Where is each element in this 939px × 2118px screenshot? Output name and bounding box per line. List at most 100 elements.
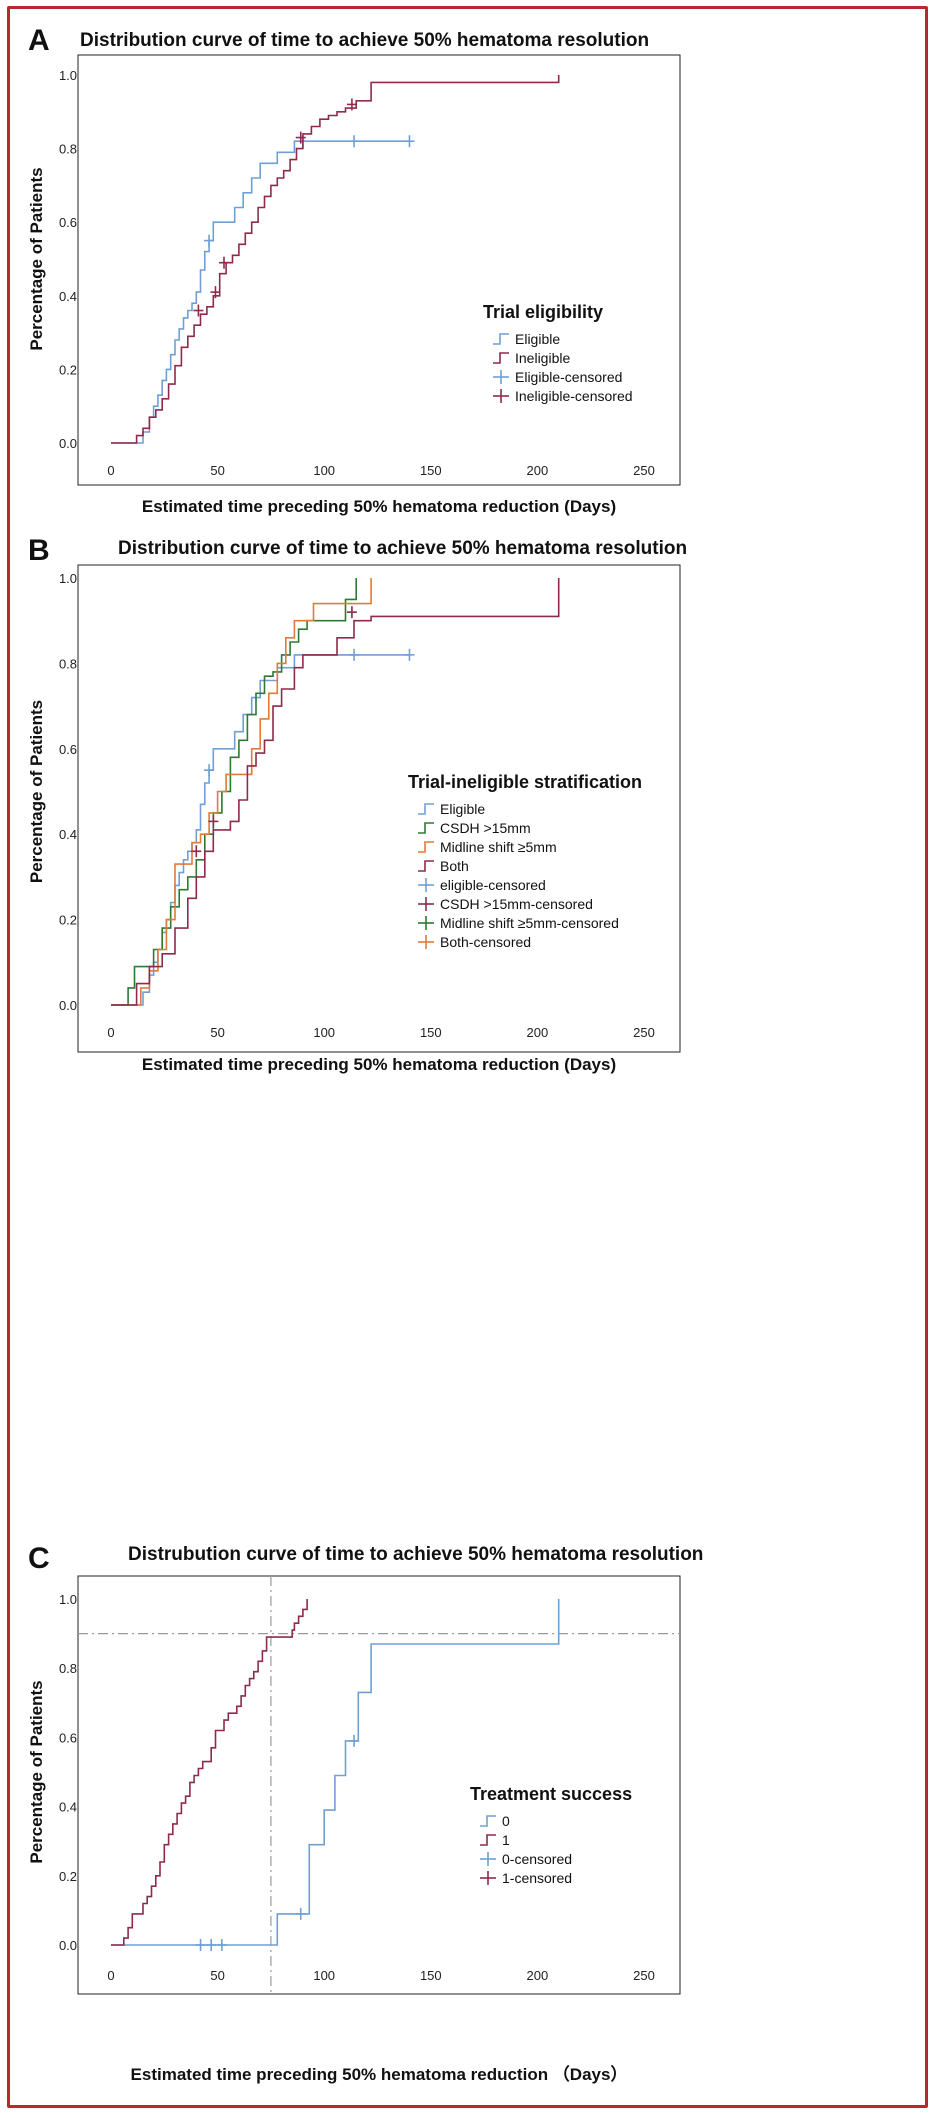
legend-item: Eligible-censored: [493, 369, 622, 385]
y-tick-label: 1.0: [59, 571, 77, 586]
x-tick-label: 0: [107, 1968, 114, 1983]
legend-step-swatch: [493, 352, 509, 364]
censored-mark: [208, 815, 219, 828]
legend-item: Midline shift ≥5mm: [418, 839, 557, 855]
y-tick-label: 0.0: [59, 1938, 77, 1953]
plot-frame: [77, 1575, 681, 1995]
legend-item: Ineligible-censored: [493, 388, 633, 404]
x-tick-label: 200: [527, 463, 549, 478]
panel-c: C Distrubution curve of time to achieve 5…: [27, 1542, 703, 2084]
y-axis-label: Percentage of Patients: [27, 1680, 46, 1863]
chart-title: Distrubution curve of time to achieve 50…: [128, 1544, 703, 1565]
series-line-1: [111, 578, 357, 1006]
legend-title: Trial-ineligible stratification: [408, 772, 642, 792]
x-tick-label: 150: [420, 1968, 442, 1983]
legend-step-swatch: [418, 860, 434, 872]
y-tick-label: 1.0: [59, 68, 77, 83]
censored-mark: [204, 234, 215, 247]
censored-mark: [204, 764, 215, 777]
x-tick-label: 150: [420, 463, 442, 478]
censored-mark: [295, 1907, 306, 1920]
legend-label: Ineligible-censored: [515, 388, 633, 404]
series-line-1: [111, 75, 560, 444]
legend-label: Eligible: [515, 331, 560, 347]
x-tick-label: 250: [633, 1968, 655, 1983]
y-tick-label: 0.6: [59, 742, 77, 757]
series-line-1: [111, 1599, 308, 1946]
censored-mark: [191, 845, 202, 858]
y-tick-label: 0.8: [59, 656, 77, 671]
legend-step-swatch: [480, 1834, 496, 1846]
chart-title: Distribution curve of time to achieve 50…: [118, 538, 687, 559]
y-tick-label: 0.6: [59, 215, 77, 230]
legend-label: 0: [502, 1813, 510, 1829]
x-axis-label: Estimated time preceding 50% hematoma re…: [142, 497, 616, 516]
censored-mark: [218, 256, 229, 269]
legend-label: Midline shift ≥5mm: [440, 839, 557, 855]
panel-letter: C: [28, 1542, 50, 1575]
legend-label: 1: [502, 1832, 510, 1848]
legend-item: Eligible: [418, 801, 485, 817]
legend-item: eligible-censored: [418, 877, 546, 893]
y-tick-label: 0.2: [59, 362, 77, 377]
x-tick-label: 100: [313, 1025, 335, 1040]
legend-step-swatch: [493, 333, 509, 345]
x-tick-label: 50: [210, 1025, 224, 1040]
plot-frame: [77, 54, 681, 486]
x-tick-label: 0: [107, 1025, 114, 1040]
y-tick-label: 0.2: [59, 913, 77, 928]
panel-letter: B: [28, 534, 50, 567]
legend-step-swatch: [480, 1815, 496, 1827]
legend-label: Ineligible: [515, 350, 570, 366]
y-tick-label: 0.8: [59, 1661, 77, 1676]
censored-mark: [346, 98, 357, 111]
legend-label: Both-censored: [440, 934, 531, 950]
series-line-2: [111, 578, 372, 1006]
censored-mark: [349, 135, 360, 148]
legend-label: eligible-censored: [440, 877, 546, 893]
censored-mark: [193, 304, 204, 317]
legend-item: 0: [480, 1813, 510, 1829]
y-axis-label: Percentage of Patients: [27, 700, 46, 883]
legend-item: CSDH >15mm: [418, 820, 531, 836]
y-tick-label: 0.6: [59, 1730, 77, 1745]
plot-frame: [77, 564, 681, 1053]
censored-mark: [295, 131, 306, 144]
legend-item: CSDH >15mm-censored: [418, 896, 593, 912]
y-axis-label: Percentage of Patients: [27, 167, 46, 350]
legend-item: 1: [480, 1832, 510, 1848]
figure-frame: [7, 6, 928, 2108]
chart-title: Distribution curve of time to achieve 50…: [80, 30, 649, 51]
series-line-0: [111, 654, 410, 1006]
panel-a: A Distribution curve of time to achieve 5…: [27, 24, 681, 516]
x-axis-label: Estimated time preceding 50% hematoma re…: [131, 2064, 628, 2084]
legend-title: Treatment success: [470, 1784, 632, 1804]
x-tick-label: 100: [313, 463, 335, 478]
x-tick-label: 100: [313, 1968, 335, 1983]
legend-item: Both: [418, 858, 469, 874]
legend-item: 1-censored: [480, 1870, 572, 1886]
censored-mark: [210, 286, 221, 299]
legend-label: Eligible: [440, 801, 485, 817]
legend-item: Ineligible: [493, 350, 570, 366]
series-line-0: [111, 1599, 560, 1946]
legend-item: Midline shift ≥5mm-censored: [418, 915, 619, 931]
censored-mark: [346, 606, 357, 619]
legend-label: CSDH >15mm-censored: [440, 896, 593, 912]
y-tick-label: 0.0: [59, 998, 77, 1013]
x-tick-label: 150: [420, 1025, 442, 1040]
y-tick-label: 0.4: [59, 1800, 77, 1815]
x-tick-label: 200: [527, 1025, 549, 1040]
legend-label: 0-censored: [502, 1851, 572, 1867]
censored-mark: [349, 1734, 360, 1747]
panel-letter: A: [28, 24, 50, 57]
x-tick-label: 250: [633, 1025, 655, 1040]
legend-title: Trial eligibility: [483, 302, 603, 322]
legend-step-swatch: [418, 803, 434, 815]
x-tick-label: 200: [527, 1968, 549, 1983]
legend-item: 0-censored: [480, 1851, 572, 1867]
censored-mark: [206, 1939, 217, 1951]
legend-item: Both-censored: [418, 934, 531, 950]
y-tick-label: 0.8: [59, 142, 77, 157]
legend-step-swatch: [418, 822, 434, 834]
